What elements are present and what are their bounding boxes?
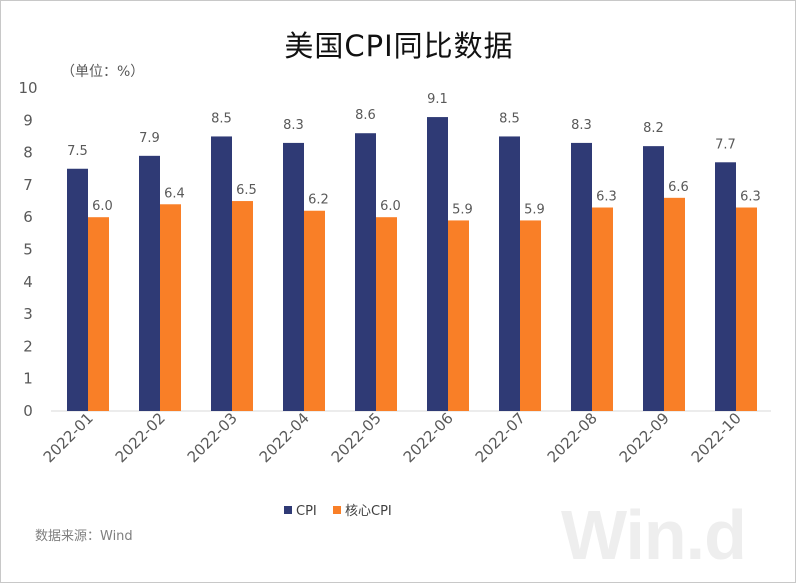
data-label-cpi: 8.6 <box>355 108 376 123</box>
bar-cpi <box>499 136 520 411</box>
data-label-cpi: 8.5 <box>499 111 520 126</box>
y-tick-label: 1 <box>23 370 33 388</box>
x-category-label: 2022-05 <box>328 409 385 466</box>
data-label-cpi: 7.5 <box>67 144 88 159</box>
bar-cpi <box>715 162 736 411</box>
data-label-cpi: 8.2 <box>643 121 664 136</box>
data-label-cpi: 7.9 <box>139 131 160 146</box>
y-tick-label: 9 <box>23 111 33 129</box>
x-category-label: 2022-06 <box>400 409 457 466</box>
y-tick-label: 5 <box>23 241 33 259</box>
data-label-cpi: 9.1 <box>427 92 448 107</box>
bar-core-cpi <box>376 217 397 411</box>
data-source-note: 数据来源：Wind <box>35 529 133 544</box>
bar-core-cpi <box>520 220 541 411</box>
y-tick-label: 3 <box>23 305 33 323</box>
y-tick-label: 4 <box>23 273 33 291</box>
legend-swatch-core-cpi <box>333 506 341 514</box>
y-tick-label: 8 <box>23 144 33 162</box>
bar-cpi <box>427 117 448 411</box>
data-label-core-cpi: 6.3 <box>596 190 617 205</box>
data-label-cpi: 7.7 <box>715 137 736 152</box>
data-label-core-cpi: 6.5 <box>236 183 257 198</box>
legend-label-core-cpi: 核心CPI <box>345 504 392 519</box>
data-label-core-cpi: 6.2 <box>308 193 329 208</box>
bar-cpi <box>571 142 592 411</box>
bar-core-cpi <box>664 197 685 411</box>
bar-core-cpi <box>160 204 181 411</box>
x-category-label: 2022-07 <box>472 409 529 466</box>
data-label-core-cpi: 5.9 <box>524 202 545 217</box>
bar-core-cpi <box>592 207 613 411</box>
bar-core-cpi <box>232 201 253 411</box>
bar-core-cpi <box>304 210 325 411</box>
legend-label-cpi: CPI <box>296 504 317 519</box>
bar-cpi <box>355 133 376 411</box>
data-label-core-cpi: 6.0 <box>380 199 401 214</box>
bar-cpi <box>643 146 664 411</box>
x-category-label: 2022-04 <box>256 409 313 466</box>
data-label-core-cpi: 5.9 <box>452 202 473 217</box>
data-label-core-cpi: 6.4 <box>164 186 185 201</box>
y-tick-label: 7 <box>23 176 33 194</box>
x-category-label: 2022-03 <box>184 409 241 466</box>
y-tick-label: 6 <box>23 208 33 226</box>
wind-watermark-logo: Win.d <box>561 496 747 574</box>
bar-core-cpi <box>448 220 469 411</box>
y-tick-label: 2 <box>23 337 33 355</box>
data-label-core-cpi: 6.6 <box>668 180 689 195</box>
data-label-cpi: 8.3 <box>283 118 304 133</box>
data-label-core-cpi: 6.3 <box>740 190 761 205</box>
x-category-label: 2022-01 <box>40 409 97 466</box>
bar-cpi <box>139 155 160 411</box>
data-label-core-cpi: 6.0 <box>92 199 113 214</box>
x-category-label: 2022-02 <box>112 409 169 466</box>
y-tick-label: 0 <box>23 402 33 420</box>
x-category-label: 2022-08 <box>544 409 601 466</box>
bar-cpi <box>283 142 304 411</box>
bar-core-cpi <box>736 207 757 411</box>
unit-label: （单位：%） <box>61 64 145 80</box>
data-label-cpi: 8.5 <box>211 111 232 126</box>
bar-core-cpi <box>88 217 109 411</box>
data-label-cpi: 8.3 <box>571 118 592 133</box>
x-category-label: 2022-10 <box>688 409 745 466</box>
bar-cpi <box>67 168 88 411</box>
chart-title: 美国CPI同比数据 <box>284 29 514 63</box>
x-category-label: 2022-09 <box>616 409 673 466</box>
y-tick-label: 10 <box>18 79 37 97</box>
legend-swatch-cpi <box>284 506 292 514</box>
bar-cpi <box>211 136 232 411</box>
